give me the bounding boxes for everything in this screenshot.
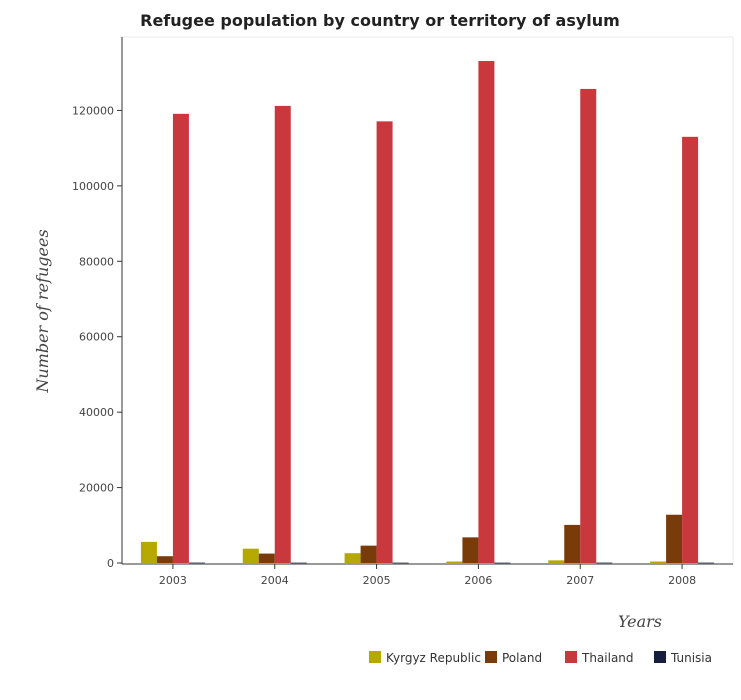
legend-label: Poland — [502, 651, 542, 665]
legend-label: Tunisia — [670, 651, 712, 665]
y-tick-label: 100000 — [72, 180, 114, 193]
legend-label: Kyrgyz Republic — [386, 651, 481, 665]
legend: Kyrgyz Republic Poland Thailand Tunisia — [369, 651, 712, 665]
legend-swatch — [369, 651, 381, 663]
bar-poland-2007 — [564, 524, 581, 563]
bar-tunisia-2008 — [698, 562, 715, 564]
bar-poland-2003 — [156, 556, 173, 563]
bar-poland-2004 — [258, 553, 275, 563]
bar-thailand-2007 — [580, 88, 597, 563]
bar-kyrgyz-republic-2004 — [242, 548, 259, 563]
bar-thailand-2004 — [274, 105, 291, 563]
bar-poland-2006 — [462, 537, 479, 563]
bar-thailand-2005 — [376, 121, 393, 563]
x-axis-label: Years — [618, 612, 662, 631]
y-tick-label: 0 — [107, 557, 114, 570]
bar-tunisia-2004 — [290, 562, 307, 564]
legend-label: Thailand — [581, 651, 634, 665]
bar-kyrgyz-republic-2003 — [140, 541, 157, 563]
y-tick-label: 20000 — [79, 482, 114, 495]
x-tick-label: 2003 — [159, 574, 187, 587]
bar-thailand-2008 — [682, 136, 699, 564]
y-tick-label: 60000 — [79, 331, 114, 344]
y-tick-label: 80000 — [79, 255, 114, 268]
bar-tunisia-2003 — [188, 562, 205, 564]
y-axis: 0 20000 40000 60000 80000 100000 120000 — [72, 37, 123, 570]
x-axis: 2003 2004 2005 2006 2007 2008 — [122, 563, 733, 587]
x-tick-label: 2005 — [363, 574, 391, 587]
bar-kyrgyz-republic-2008 — [650, 561, 667, 563]
bar-thailand-2006 — [478, 61, 495, 563]
chart-title: Refugee population by country or territo… — [140, 11, 620, 30]
x-tick-label: 2004 — [261, 574, 289, 587]
legend-swatch — [654, 651, 666, 663]
bar-thailand-2003 — [172, 113, 189, 563]
bars — [140, 61, 715, 564]
x-tick-label: 2008 — [668, 574, 696, 587]
bar-kyrgyz-republic-2007 — [548, 560, 565, 563]
bar-kyrgyz-republic-2006 — [446, 561, 463, 563]
y-tick-label: 120000 — [72, 104, 114, 117]
bar-poland-2008 — [666, 514, 683, 563]
x-tick-label: 2006 — [464, 574, 492, 587]
legend-swatch — [565, 651, 577, 663]
bar-tunisia-2005 — [392, 562, 409, 564]
y-axis-label: Number of refugees — [33, 229, 52, 393]
x-tick-label: 2007 — [566, 574, 594, 587]
y-tick-label: 40000 — [79, 406, 114, 419]
bar-kyrgyz-republic-2005 — [344, 553, 361, 563]
bar-tunisia-2006 — [494, 562, 511, 564]
legend-swatch — [485, 651, 497, 663]
plot-area — [121, 36, 734, 565]
bar-tunisia-2007 — [596, 562, 613, 564]
bar-poland-2005 — [360, 545, 377, 563]
